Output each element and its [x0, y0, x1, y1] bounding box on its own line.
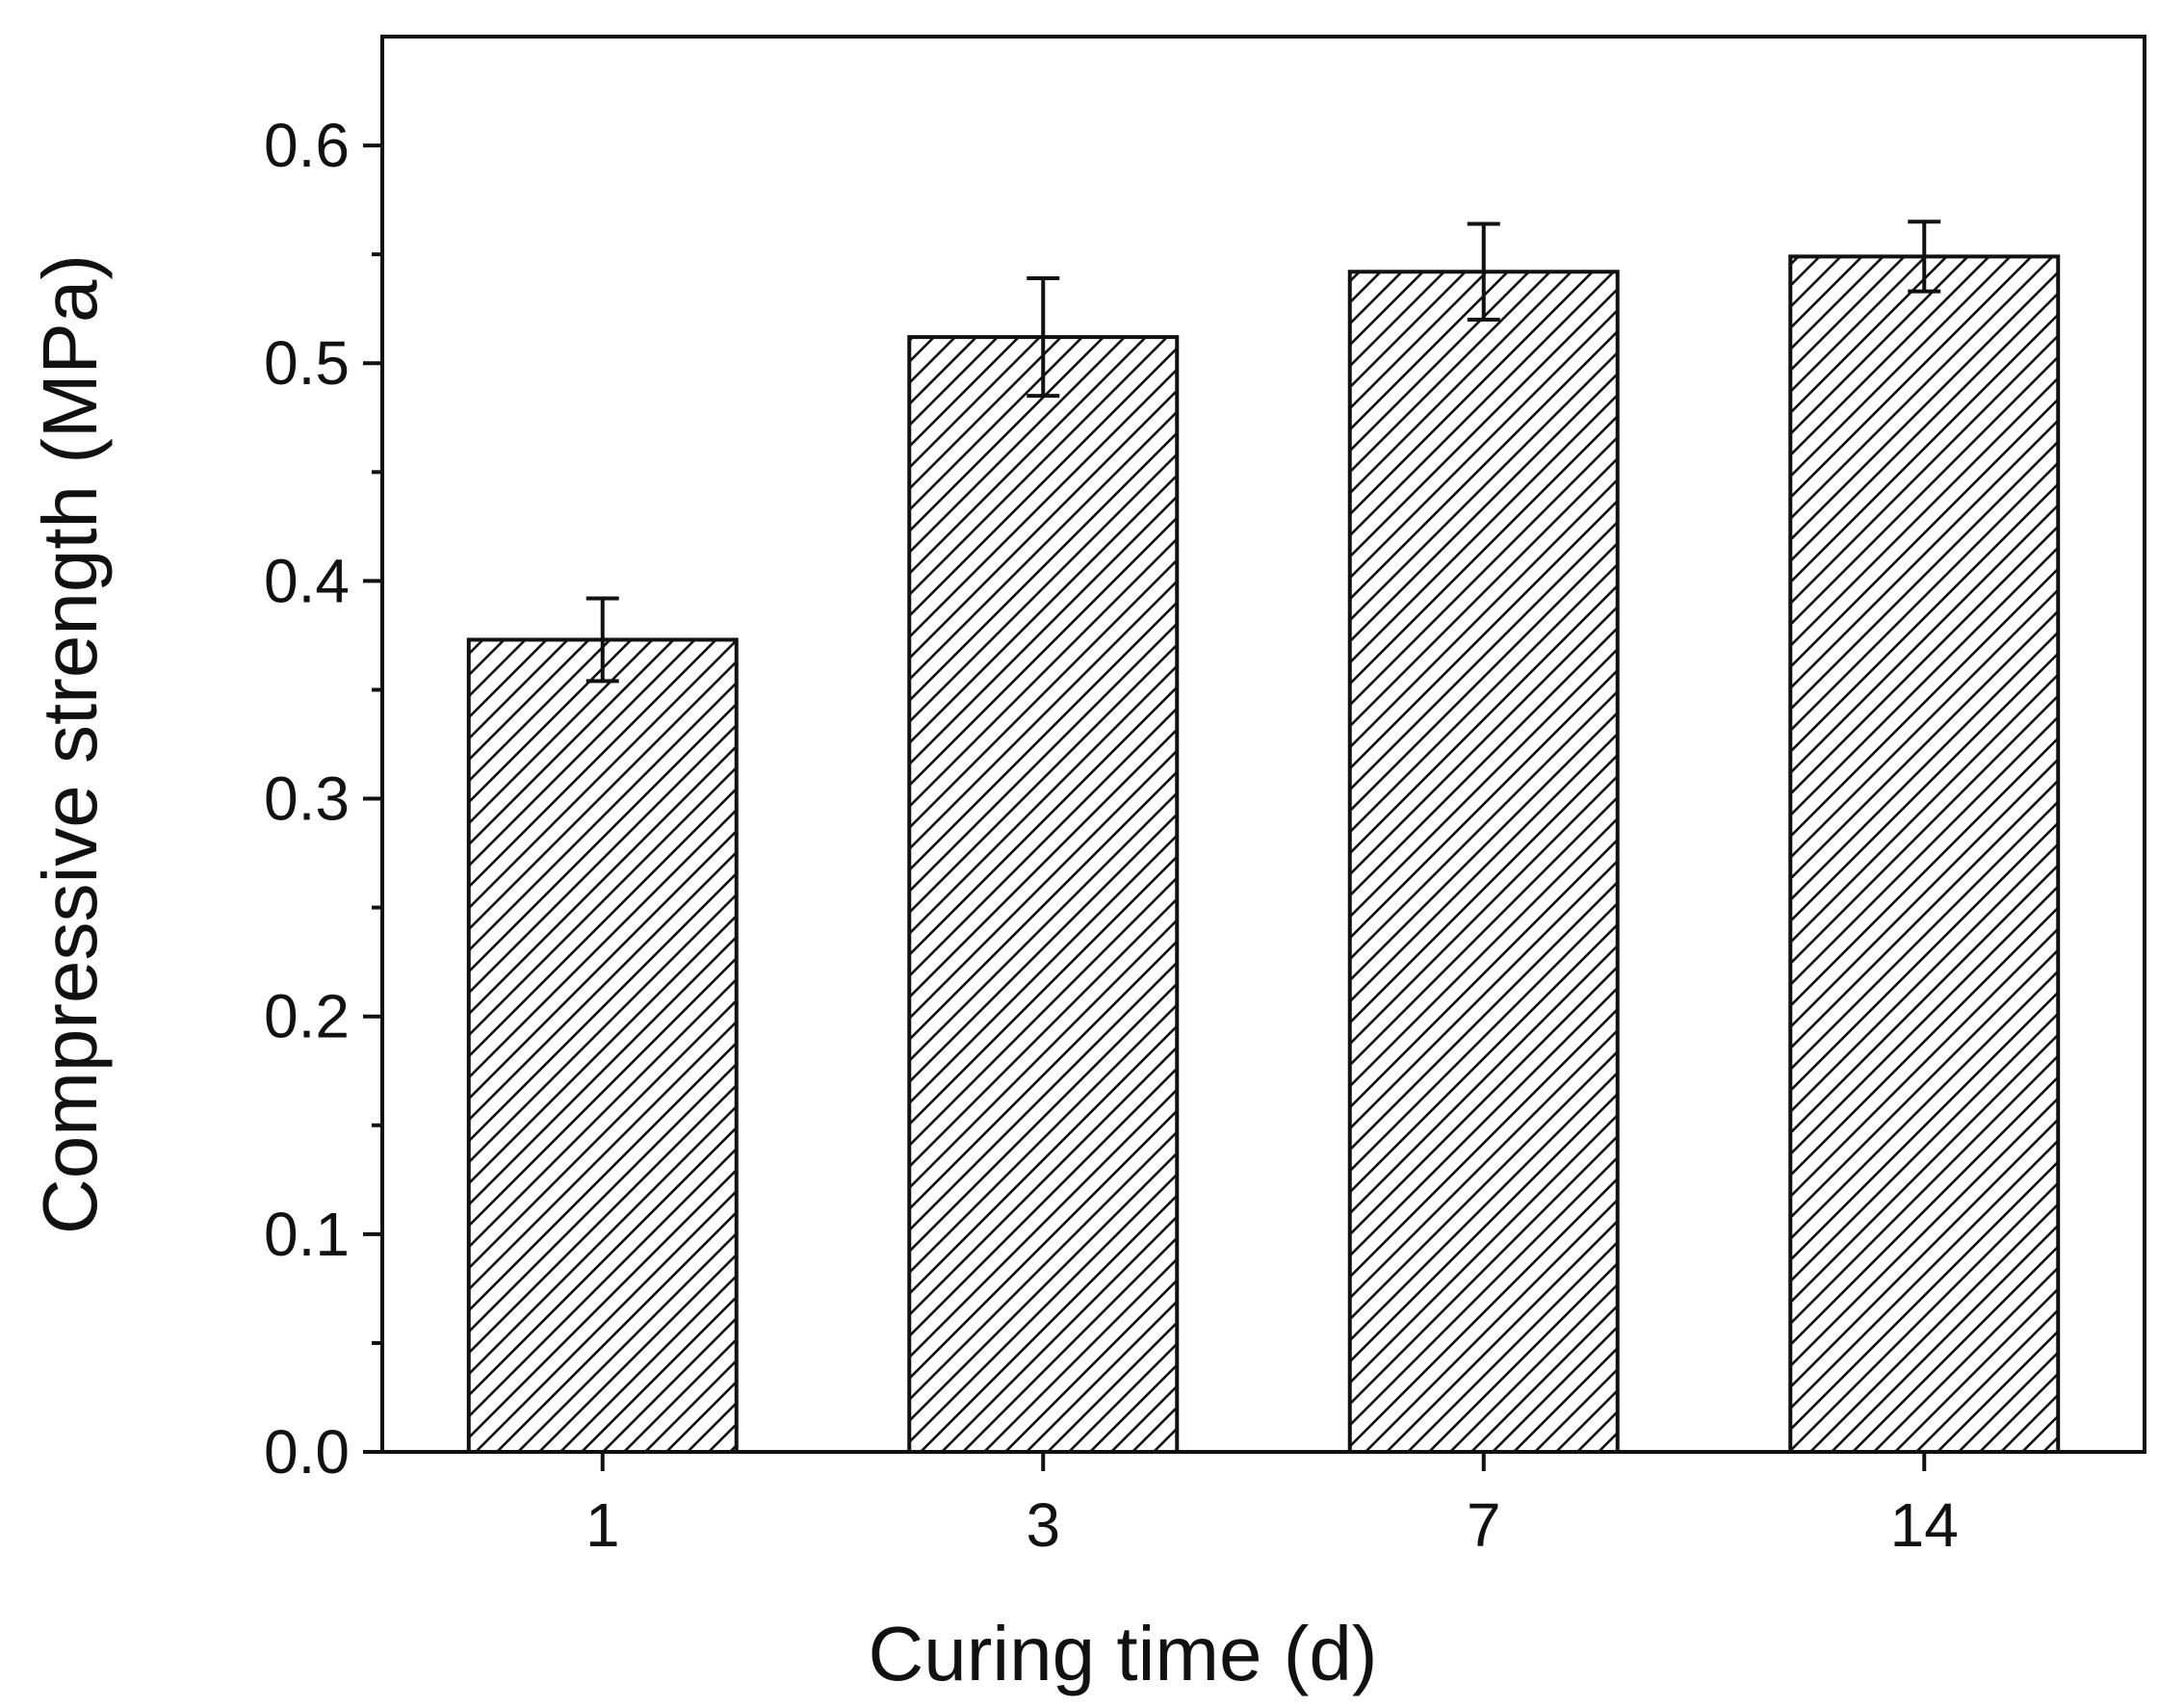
y-axis-title: Compressive strength (MPa)	[27, 254, 113, 1234]
bar-7	[1347, 270, 1620, 1455]
bar-1	[466, 637, 739, 1454]
y-tick-label: 0.2	[264, 982, 350, 1051]
x-tick-label-1: 1	[585, 1490, 620, 1560]
x-tick-label-14: 14	[1890, 1490, 1959, 1560]
bar-14	[1788, 254, 2061, 1454]
y-tick-label: 0.6	[264, 111, 350, 180]
y-tick-label: 0.4	[264, 546, 350, 615]
bars-layer	[466, 254, 2061, 1455]
y-tick-label: 0.5	[264, 328, 350, 398]
plot-frame	[380, 35, 2146, 1454]
y-axis: 0.0 0.1 0.2 0.3 0.4 0.5 0.6	[264, 111, 382, 1487]
bar-3	[907, 335, 1180, 1455]
x-tick-label-7: 7	[1467, 1490, 1501, 1560]
y-tick-label: 0.0	[264, 1417, 350, 1487]
error-bars-layer	[585, 220, 1941, 684]
x-axis: 1 3 7 14	[585, 1452, 1959, 1560]
y-tick-label: 0.3	[264, 764, 350, 834]
x-axis-title: Curing time (d)	[868, 1611, 1377, 1696]
y-tick-label: 0.1	[264, 1200, 350, 1269]
x-tick-label-3: 3	[1026, 1490, 1060, 1560]
